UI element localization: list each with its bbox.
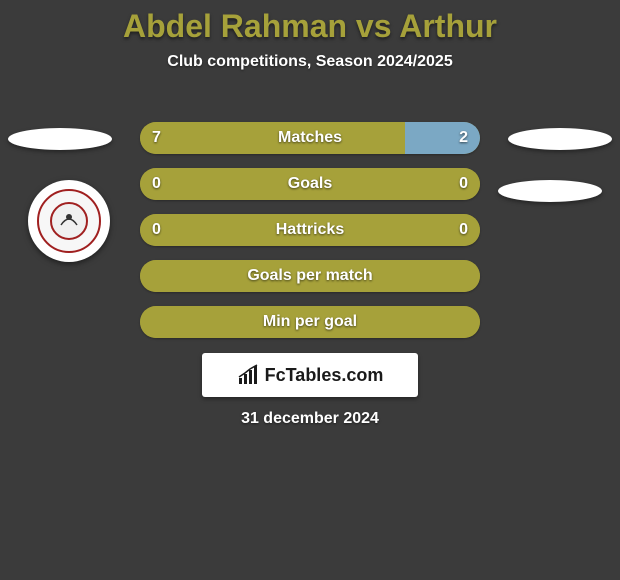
page-title: Abdel Rahman vs Arthur [0, 0, 620, 45]
brand-chart-icon [237, 364, 259, 386]
team-badge-inner [37, 189, 101, 253]
subtitle: Club competitions, Season 2024/2025 [0, 53, 620, 71]
brand-box: FcTables.com [202, 353, 418, 397]
player-right-marker-2 [498, 180, 602, 202]
bar-left-segment [140, 260, 480, 292]
bar-row: Goals per match [140, 260, 480, 292]
bar-row: Goals00 [140, 168, 480, 200]
bar-left-segment [140, 214, 480, 246]
bar-left-segment [140, 168, 480, 200]
player-left-marker [8, 128, 112, 150]
bar-right-segment [405, 122, 480, 154]
bar-row: Matches72 [140, 122, 480, 154]
brand-text: FcTables.com [265, 365, 384, 386]
bar-row: Hattricks00 [140, 214, 480, 246]
comparison-bars: Matches72 Goals00 Hattricks00 Goals per mat… [140, 122, 480, 352]
bar-left-segment [140, 306, 480, 338]
team-badge [28, 180, 110, 262]
player-right-marker-1 [508, 128, 612, 150]
date-line: 31 december 2024 [0, 410, 620, 428]
bar-row: Min per goal [140, 306, 480, 338]
bar-left-segment [140, 122, 405, 154]
